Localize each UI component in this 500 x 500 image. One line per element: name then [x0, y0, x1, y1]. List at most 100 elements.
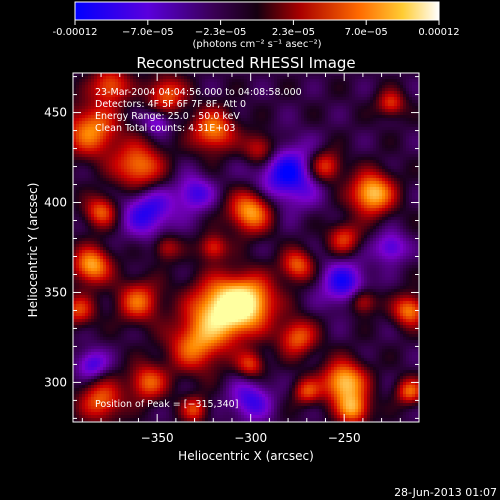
- heatmap-cell: [199, 112, 203, 116]
- heatmap-cell: [235, 151, 239, 155]
- heatmap-cell: [268, 109, 272, 113]
- heatmap-cell: [97, 106, 101, 110]
- heatmap-cell: [181, 121, 185, 125]
- heatmap-cell: [337, 103, 341, 107]
- heatmap-cell: [406, 127, 410, 131]
- heatmap-cell: [190, 151, 194, 155]
- heatmap-cell: [85, 184, 89, 188]
- heatmap-cell: [190, 76, 194, 80]
- heatmap-cell: [334, 103, 338, 107]
- heatmap-cell: [130, 85, 134, 89]
- heatmap-cell: [355, 139, 359, 143]
- heatmap-cell: [391, 82, 395, 86]
- heatmap-cell: [355, 97, 359, 101]
- heatmap-cell: [169, 118, 173, 122]
- heatmap-cell: [73, 139, 77, 143]
- heatmap-cell: [397, 100, 401, 104]
- heatmap-cell: [301, 181, 305, 185]
- heatmap-cell: [376, 178, 380, 182]
- heatmap-cell: [295, 187, 299, 191]
- heatmap-cell: [124, 82, 128, 86]
- heatmap-cell: [250, 142, 254, 146]
- heatmap-cell: [169, 172, 173, 176]
- heatmap-cell: [307, 127, 311, 131]
- heatmap-cell: [385, 94, 389, 98]
- heatmap-cell: [88, 136, 92, 140]
- heatmap-cell: [361, 121, 365, 125]
- heatmap-cell: [220, 184, 224, 188]
- heatmap-cell: [349, 76, 353, 80]
- heatmap-cell: [352, 187, 356, 191]
- heatmap-cell: [358, 199, 362, 203]
- heatmap-cell: [394, 172, 398, 176]
- heatmap-cell: [256, 151, 260, 155]
- heatmap-cell: [337, 124, 341, 128]
- heatmap-cell: [238, 175, 242, 179]
- heatmap-cell: [181, 157, 185, 161]
- heatmap-cell: [220, 82, 224, 86]
- heatmap-cell: [136, 97, 140, 101]
- heatmap-cell: [199, 160, 203, 164]
- heatmap-cell: [127, 91, 131, 95]
- heatmap-cell: [178, 142, 182, 146]
- heatmap-cell: [286, 94, 290, 98]
- heatmap-cell: [112, 190, 116, 194]
- heatmap-cell: [394, 118, 398, 122]
- heatmap-cell: [379, 166, 383, 170]
- heatmap-cell: [340, 169, 344, 173]
- heatmap-cell: [214, 163, 218, 167]
- heatmap-cell: [277, 172, 281, 176]
- heatmap-cell: [208, 175, 212, 179]
- heatmap-cell: [202, 139, 206, 143]
- heatmap-cell: [265, 103, 269, 107]
- heatmap-cell: [313, 76, 317, 80]
- heatmap-cell: [235, 157, 239, 161]
- heatmap-cell: [76, 193, 80, 197]
- heatmap-cell: [163, 190, 167, 194]
- heatmap-cell: [223, 130, 227, 134]
- heatmap-cell: [352, 79, 356, 83]
- heatmap-cell: [226, 184, 230, 188]
- heatmap-cell: [316, 172, 320, 176]
- heatmap-cell: [163, 175, 167, 179]
- heatmap-cell: [238, 145, 242, 149]
- heatmap-cell: [238, 136, 242, 140]
- heatmap-cell: [361, 127, 365, 131]
- heatmap-cell: [256, 160, 260, 164]
- heatmap-cell: [400, 163, 404, 167]
- heatmap-cell: [283, 130, 287, 134]
- heatmap-cell: [106, 160, 110, 164]
- heatmap-cell: [277, 154, 281, 158]
- heatmap-cell: [373, 169, 377, 173]
- heatmap-cell: [151, 73, 155, 77]
- heatmap-cell: [226, 196, 230, 200]
- heatmap-cell: [160, 166, 164, 170]
- heatmap-cell: [91, 73, 95, 77]
- heatmap-cell: [244, 85, 248, 89]
- heatmap-cell: [79, 175, 83, 179]
- heatmap-cell: [220, 178, 224, 182]
- heatmap-cell: [100, 166, 104, 170]
- heatmap-cell: [364, 175, 368, 179]
- heatmap-cell: [358, 103, 362, 107]
- heatmap-cell: [208, 127, 212, 131]
- heatmap-cell: [217, 145, 221, 149]
- heatmap-cell: [226, 100, 230, 104]
- heatmap-cell: [274, 76, 278, 80]
- heatmap-cell: [265, 160, 269, 164]
- heatmap-cell: [94, 103, 98, 107]
- heatmap-cell: [274, 109, 278, 113]
- heatmap-cell: [127, 160, 131, 164]
- heatmap-cell: [337, 73, 341, 77]
- heatmap-cell: [391, 178, 395, 182]
- heatmap-cell: [313, 160, 317, 164]
- heatmap-cell: [250, 73, 254, 77]
- heatmap-cell: [76, 109, 80, 113]
- heatmap-cell: [340, 79, 344, 83]
- heatmap-cell: [385, 118, 389, 122]
- heatmap-cell: [82, 196, 86, 200]
- heatmap-cell: [361, 193, 365, 197]
- heatmap-cell: [361, 100, 365, 104]
- heatmap-cell: [415, 172, 419, 176]
- heatmap-cell: [394, 178, 398, 182]
